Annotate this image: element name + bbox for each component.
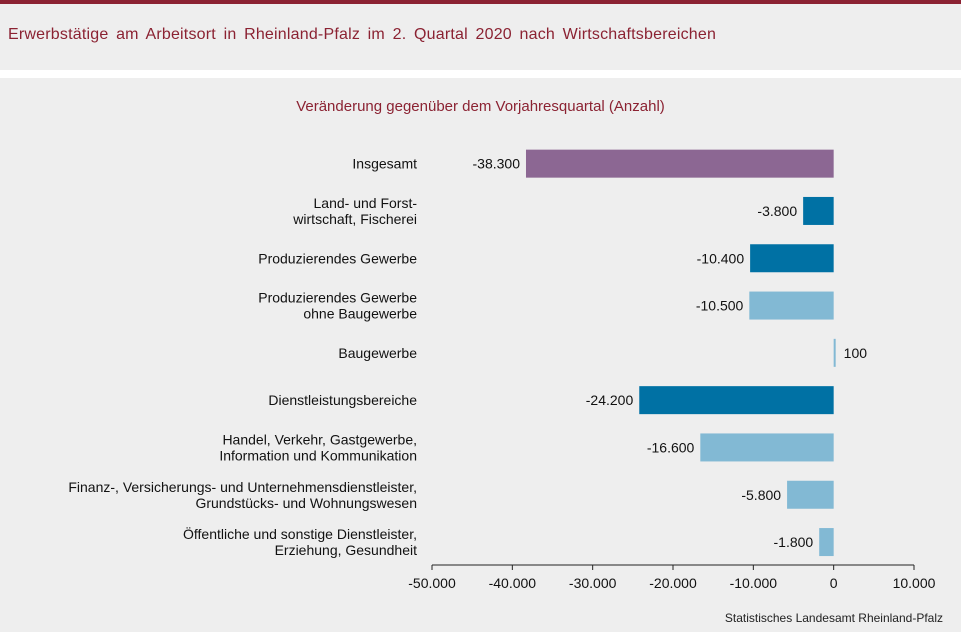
data-label-3: -10.500 — [696, 298, 744, 314]
data-label-1: -3.800 — [757, 203, 797, 219]
category-label-8-1: Erziehung, Gesundheit — [275, 542, 418, 558]
category-label-1-0: Land- und Forst- — [314, 195, 418, 211]
x-tick-label-3: -20.000 — [649, 575, 697, 591]
category-label-6-0: Handel, Verkehr, Gastgewerbe, — [222, 431, 417, 447]
x-tick-label-2: -30.000 — [569, 575, 617, 591]
category-label-7-1: Grundstücks- und Wohnungswesen — [195, 495, 417, 511]
source-note: Statistisches Landesamt Rheinland-Pfalz — [724, 611, 943, 625]
data-label-0: -38.300 — [473, 156, 521, 172]
category-label-3-0: Produzierendes Gewerbe — [258, 290, 417, 306]
category-label-7-0: Finanz-, Versicherungs- und Unternehmens… — [68, 479, 417, 495]
data-label-6: -16.600 — [647, 439, 695, 455]
category-label-6-1: Information und Kommunikation — [219, 447, 417, 463]
bar-3 — [749, 291, 834, 320]
data-label-5: -24.200 — [586, 392, 634, 408]
bar-4 — [833, 338, 836, 367]
x-tick-label-0: -50.000 — [408, 575, 456, 591]
data-label-4: 100 — [844, 345, 868, 361]
bar-6 — [700, 433, 834, 462]
category-label-1-1: wirtschaft, Fischerei — [292, 211, 417, 227]
bar-2 — [750, 244, 834, 273]
title-band — [0, 4, 961, 70]
category-label-5-0: Dienstleistungsbereiche — [268, 392, 417, 408]
data-label-2: -10.400 — [697, 250, 745, 266]
bar-7 — [787, 480, 834, 509]
x-tick-label-4: -10.000 — [730, 575, 778, 591]
category-label-0-0: Insgesamt — [352, 156, 417, 172]
category-label-4-0: Baugewerbe — [338, 345, 417, 361]
chart-title: Erwerbstätige am Arbeitsort in Rheinland… — [8, 26, 717, 43]
category-label-2-0: Produzierendes Gewerbe — [258, 250, 417, 266]
data-label-7: -5.800 — [741, 487, 781, 503]
data-label-8: -1.800 — [774, 534, 814, 550]
chart-subtitle: Veränderung gegenüber dem Vorjahresquart… — [296, 98, 665, 115]
category-label-8-0: Öffentliche und sonstige Dienstleister, — [183, 525, 417, 542]
category-label-3-1: ohne Baugewerbe — [303, 306, 417, 322]
top-accent-bar — [0, 0, 961, 4]
bar-1 — [803, 196, 834, 225]
x-tick-label-5: 0 — [830, 575, 838, 591]
bar-0 — [525, 149, 834, 178]
x-tick-label-1: -40.000 — [489, 575, 537, 591]
bar-5 — [639, 386, 834, 415]
bar-8 — [819, 528, 834, 557]
x-tick-label-6: 10.000 — [893, 575, 936, 591]
